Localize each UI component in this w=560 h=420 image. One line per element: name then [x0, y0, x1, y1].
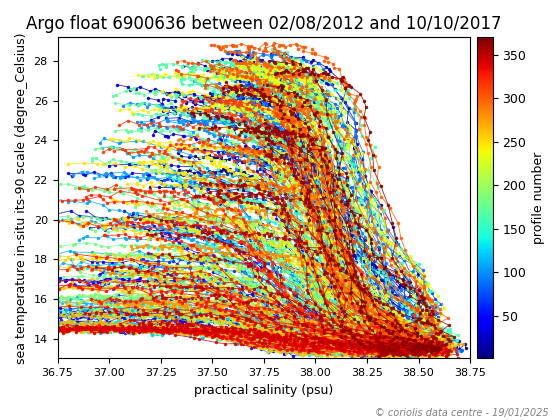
- Title: Argo float 6900636 between 02/08/2012 and 10/10/2017: Argo float 6900636 between 02/08/2012 an…: [26, 15, 502, 33]
- Y-axis label: profile number: profile number: [532, 152, 545, 244]
- Y-axis label: sea temperature in-situ its-90 scale (degree_Celsius): sea temperature in-situ its-90 scale (de…: [15, 32, 28, 364]
- X-axis label: practical salinity (psu): practical salinity (psu): [194, 383, 333, 396]
- Text: © coriolis data centre - 19/01/2025: © coriolis data centre - 19/01/2025: [375, 408, 549, 418]
